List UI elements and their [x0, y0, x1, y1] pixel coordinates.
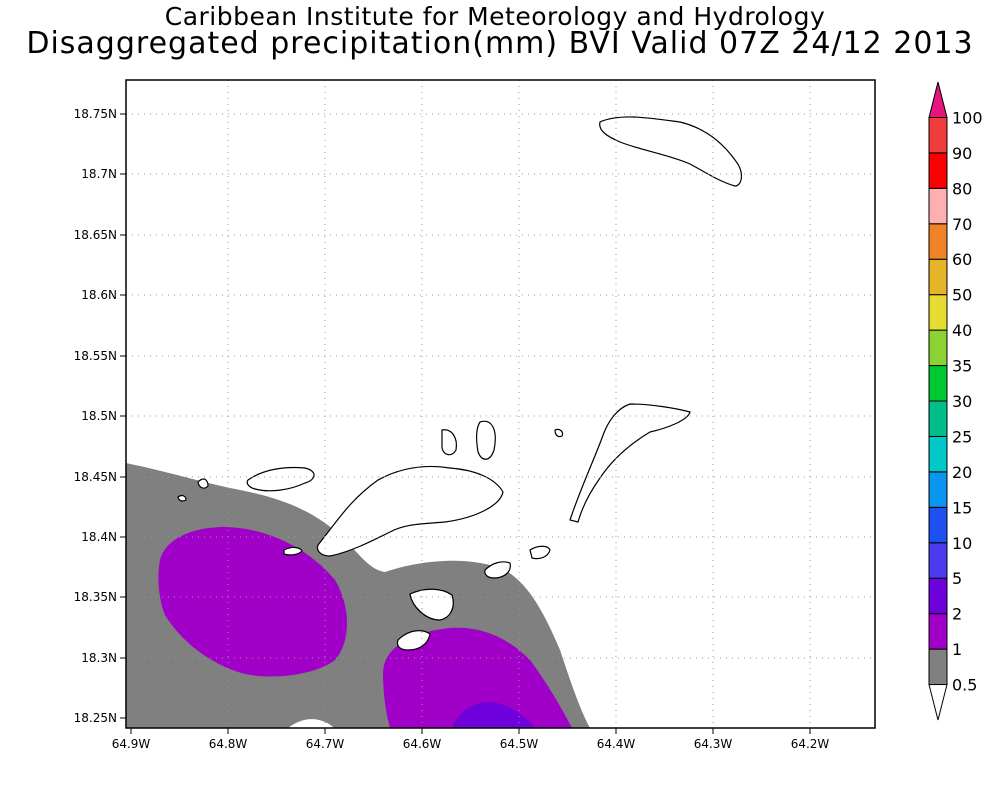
x-tick-label: 64.7W	[306, 737, 345, 751]
chart-title: Caribbean Institute for Meteorology and …	[164, 2, 826, 31]
colorbar-swatch	[928, 187, 948, 225]
colorbar-swatch	[928, 294, 948, 331]
y-tick-label: 18.45N	[74, 470, 117, 484]
colorbar-swatch	[928, 223, 948, 260]
precip-region-1-2-west	[158, 527, 348, 677]
x-tick-label: 64.9W	[112, 737, 151, 751]
colorbar-level-label: 60	[952, 250, 972, 269]
colorbar-level-label: 30	[952, 392, 972, 411]
colorbar-level-label: 35	[952, 357, 972, 376]
y-axis: 18.25N 18.3N 18.35N 18.4N 18.45N 18.5N 1…	[74, 107, 126, 725]
island-outlines	[177, 116, 742, 651]
chart-subtitle: Disaggregated precipitation(mm) BVI Vali…	[26, 26, 974, 61]
colorbar-swatch	[928, 577, 948, 615]
x-tick-label: 64.4W	[597, 737, 636, 751]
x-tick-label: 64.5W	[500, 737, 539, 751]
colorbar-level-label: 90	[952, 144, 972, 163]
colorbar-level-label: 70	[952, 215, 972, 234]
precip-region-2-5	[452, 702, 535, 728]
y-tick-label: 18.75N	[74, 107, 117, 121]
x-tick-label: 64.3W	[694, 737, 733, 751]
colorbar-swatch	[928, 471, 948, 508]
colorbar-level-label: 20	[952, 463, 972, 482]
colorbar-level-label: 5	[952, 569, 962, 588]
colorbar-level-label: 25	[952, 427, 972, 446]
colorbar-swatch	[928, 648, 948, 686]
y-tick-label: 18.55N	[74, 349, 117, 363]
x-axis: 64.9W 64.8W 64.7W 64.6W 64.5W 64.4W 64.3…	[112, 728, 830, 751]
y-tick-label: 18.4N	[81, 530, 117, 544]
precip-region-1-2-south	[383, 627, 572, 728]
y-tick-label: 18.3N	[81, 651, 117, 665]
colorbar-swatch	[928, 435, 948, 473]
y-tick-label: 18.35N	[74, 590, 117, 604]
y-tick-label: 18.6N	[81, 288, 117, 302]
plot-frame	[125, 79, 876, 729]
colorbar-swatch	[928, 258, 948, 296]
colorbar-swatch	[928, 329, 948, 367]
colorbar-level-label: 2	[952, 605, 962, 624]
colorbar-level-label: 1	[952, 640, 962, 659]
colorbar-level-label: 100	[952, 108, 983, 127]
y-tick-label: 18.65N	[74, 228, 117, 242]
y-tick-label: 18.7N	[81, 167, 117, 181]
colorbar-level-label: 80	[952, 179, 972, 198]
grid	[126, 80, 875, 728]
colorbar-arrow-high	[928, 81, 948, 118]
precip-region-white-gap	[288, 719, 334, 728]
colorbar-swatch	[928, 152, 948, 189]
colorbar-level-label: 50	[952, 286, 972, 305]
colorbar-level-label: 10	[952, 534, 972, 553]
x-tick-label: 64.8W	[209, 737, 248, 751]
colorbar-swatch	[928, 365, 948, 402]
colorbar-arrow-low	[928, 684, 948, 721]
colorbar-level-label: 0.5	[952, 676, 977, 695]
y-tick-label: 18.5N	[81, 409, 117, 423]
x-tick-label: 64.2W	[791, 737, 830, 751]
colorbar-swatch	[928, 613, 948, 650]
colorbar-swatch	[928, 116, 948, 154]
colorbar-swatch	[928, 506, 948, 544]
y-tick-label: 18.25N	[74, 711, 117, 725]
x-tick-label: 64.6W	[403, 737, 442, 751]
colorbar-level-label: 15	[952, 498, 972, 517]
colorbar-level-label: 40	[952, 321, 972, 340]
colorbar-swatch	[928, 400, 948, 437]
colorbar-swatch	[928, 542, 948, 579]
